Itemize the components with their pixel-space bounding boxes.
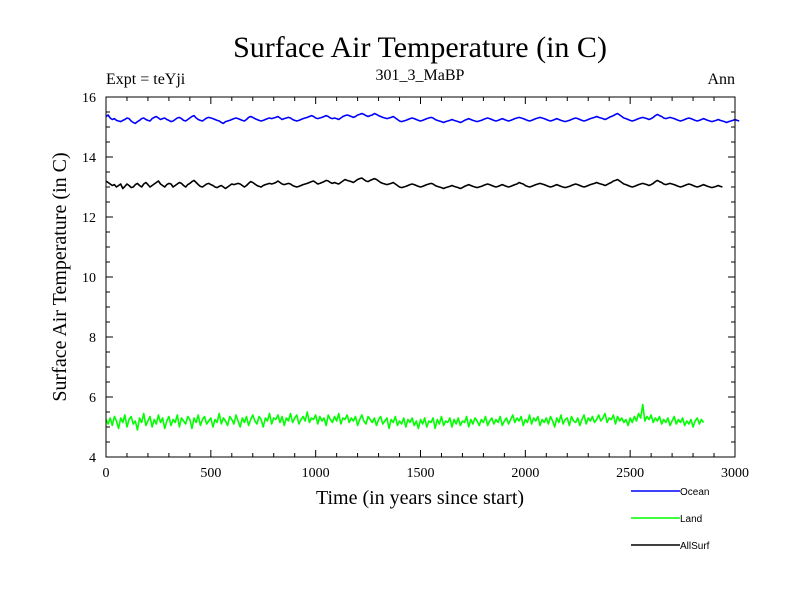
y-tick-label: 10 <box>82 271 96 286</box>
x-tick-label: 0 <box>103 466 110 481</box>
x-axis-label: Time (in years since start) <box>316 487 524 509</box>
legend-label-ocean: Ocean <box>680 487 709 498</box>
experiment-label: Expt = teYji <box>106 71 186 88</box>
legend-label-land: Land <box>680 514 702 525</box>
legend: Ocean Land AllSurf <box>631 487 710 552</box>
legend-label-allsurf: AllSurf <box>680 541 710 552</box>
series-layer <box>105 112 740 431</box>
y-axis-label: Surface Air Temperature (in C) <box>49 152 71 401</box>
y-tick-label: 16 <box>82 91 96 106</box>
season-label: Ann <box>707 71 735 88</box>
run-label: 301_3_MaBP <box>376 67 465 84</box>
ticks-layer: 0 500 1000 1500 2000 2500 3000 4 6 8 10 12 14 16 <box>82 91 749 481</box>
x-tick-label: 2000 <box>511 466 539 481</box>
plot-frame <box>105 96 736 458</box>
y-tick-label: 8 <box>89 331 96 346</box>
chart-title: Surface Air Temperature (in C) <box>233 31 607 64</box>
x-tick-label: 1000 <box>302 466 330 481</box>
x-tick-label: 500 <box>200 466 221 481</box>
y-tick-label: 6 <box>89 391 96 406</box>
series-line-ocean <box>105 112 740 125</box>
y-tick-label: 12 <box>82 211 96 226</box>
x-tick-label: 2500 <box>616 466 644 481</box>
y-tick-label: 14 <box>82 151 96 166</box>
series-line-land <box>105 403 705 431</box>
series-line-allsurf <box>105 177 723 190</box>
y-tick-label: 4 <box>89 451 96 466</box>
x-tick-label: 1500 <box>407 466 435 481</box>
x-tick-label: 3000 <box>721 466 749 481</box>
